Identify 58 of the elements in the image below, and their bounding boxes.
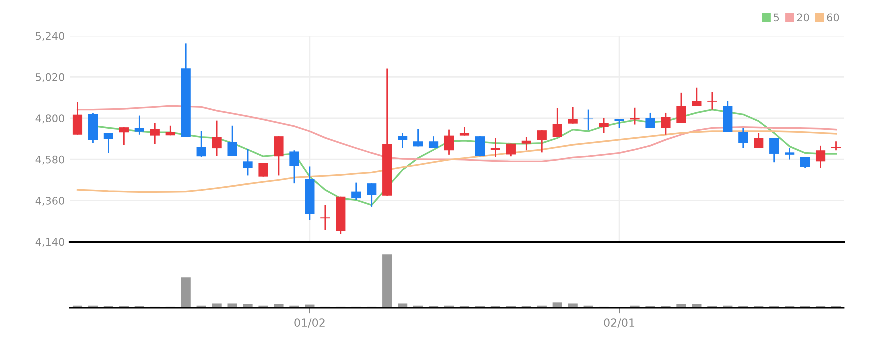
legend-label: 60	[827, 14, 840, 22]
candlestick	[228, 125, 238, 157]
candlestick	[646, 112, 656, 129]
candlestick	[738, 127, 748, 149]
candlestick	[599, 117, 609, 134]
candlestick	[134, 115, 144, 136]
line-series	[76, 130, 838, 194]
candlestick	[212, 120, 222, 157]
y-tick-label: 4,800	[36, 114, 64, 124]
candlestick	[475, 136, 486, 158]
y-tick-label: 4,360	[36, 197, 64, 206]
y-tick-label: 5,020	[36, 73, 64, 82]
candlestick	[72, 102, 83, 136]
candlestick	[506, 143, 516, 158]
candlestick	[785, 147, 795, 160]
candlestick	[568, 106, 578, 125]
candlestick	[274, 136, 284, 176]
candlestick	[119, 126, 129, 146]
bar	[382, 254, 392, 308]
candlestick	[428, 136, 439, 150]
y-tick-label: 4,580	[36, 156, 64, 165]
candlestick	[414, 128, 424, 148]
candlestick	[630, 107, 640, 126]
x-tick-label: 02/01	[604, 318, 635, 328]
candlestick	[770, 138, 780, 164]
legend-label: 20	[797, 14, 810, 22]
candlestick	[522, 136, 532, 152]
bar	[228, 304, 238, 308]
bar	[181, 278, 191, 308]
candlestick	[196, 130, 206, 158]
candlestick	[352, 182, 362, 201]
y-tick-label: 5,240	[36, 32, 64, 42]
candlestick	[258, 162, 268, 178]
bar	[398, 304, 408, 308]
candlestick	[692, 87, 702, 108]
legend-label: 5	[774, 14, 780, 22]
candlestick	[537, 130, 547, 154]
candlestick	[444, 129, 454, 156]
candlestick	[320, 204, 330, 232]
candlestick	[290, 150, 300, 184]
candlestick	[398, 132, 408, 150]
x-tick-label: 01/02	[294, 318, 325, 328]
candlestick	[552, 107, 562, 138]
candlestick	[243, 148, 253, 176]
candlestick	[150, 122, 160, 145]
candlestick	[831, 140, 842, 152]
bar	[552, 302, 562, 308]
candlestick	[104, 132, 114, 154]
candlestick	[661, 112, 671, 136]
candlestick	[676, 92, 686, 124]
candlestick	[754, 132, 764, 150]
candlestick	[816, 145, 826, 169]
line-series	[76, 105, 838, 162]
y-tick-label: 4,140	[36, 238, 64, 248]
bar	[568, 304, 578, 308]
bar	[212, 304, 222, 308]
candlestick	[708, 91, 718, 110]
candlestick	[367, 182, 377, 208]
